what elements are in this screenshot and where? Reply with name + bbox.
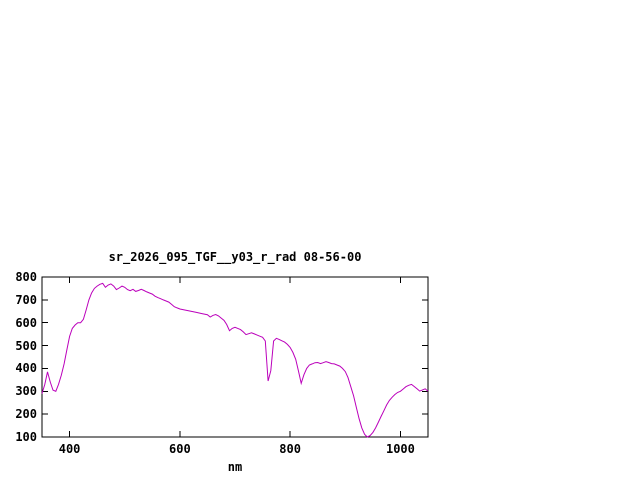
y-tick-label: 400 — [15, 361, 37, 376]
x-tick-label: 1000 — [385, 442, 415, 456]
y-tick-label: 300 — [15, 384, 37, 399]
y-tick-label: 800 — [15, 270, 37, 284]
x-tick-label: 400 — [58, 442, 81, 456]
plot-border — [41, 276, 429, 438]
y-tick-label: 200 — [15, 407, 37, 422]
y-tick-label: 500 — [15, 338, 37, 353]
chart-title: sr_2026_095_TGF__y03_r_rad 08-56-00 — [108, 250, 362, 264]
x-tick-label: 600 — [169, 442, 191, 456]
y-tick-label: 700 — [15, 292, 37, 307]
spectrum-data-line — [41, 282, 429, 438]
x-tick-label: 800 — [279, 442, 301, 456]
x-axis-label: nm — [227, 460, 243, 474]
y-tick-label: 600 — [15, 315, 37, 330]
y-tick-label: 100 — [15, 430, 37, 444]
